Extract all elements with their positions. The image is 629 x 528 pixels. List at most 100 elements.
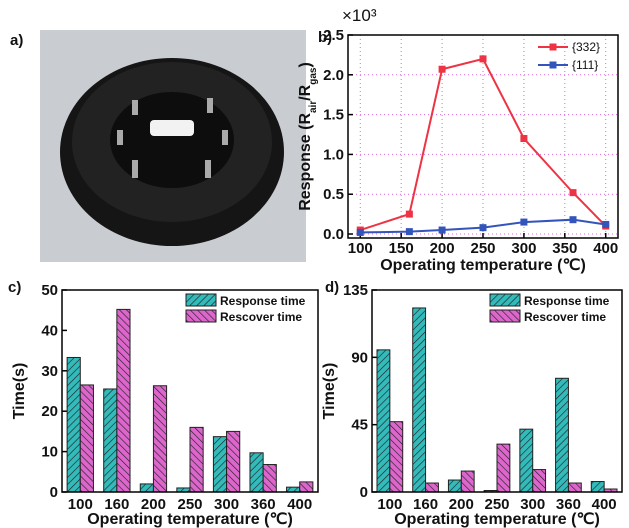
panel-label: c) xyxy=(8,279,21,296)
legend-label: {332} xyxy=(572,40,600,54)
bar xyxy=(460,470,475,493)
y-tick-label: 10 xyxy=(41,444,58,461)
bar xyxy=(532,469,547,493)
panel-label: b) xyxy=(318,29,332,46)
x-tick-label: 160 xyxy=(413,496,438,513)
legend-label: Response time xyxy=(220,294,306,308)
bar xyxy=(262,464,277,493)
x-tick-label: 200 xyxy=(449,496,474,513)
x-tick-label: 350 xyxy=(552,240,577,257)
bar xyxy=(567,482,582,493)
bar xyxy=(103,388,118,493)
point xyxy=(602,220,610,228)
legend-swatch xyxy=(489,293,521,307)
bar xyxy=(116,308,131,493)
legend-marker xyxy=(549,43,557,51)
x-tick-label: 250 xyxy=(470,240,495,257)
bar xyxy=(590,481,605,493)
bar xyxy=(189,426,204,493)
panel-label: a) xyxy=(10,32,23,49)
x-tick-label: 150 xyxy=(389,240,414,257)
y-axis-label: Time(s) xyxy=(11,363,28,420)
point xyxy=(438,65,446,73)
legend-label: Rescover time xyxy=(524,310,606,324)
bar xyxy=(299,481,314,493)
point xyxy=(479,224,487,232)
x-tick-label: 360 xyxy=(251,496,276,513)
bar xyxy=(212,436,228,493)
bar xyxy=(152,385,168,493)
y-tick-label: 135 xyxy=(343,282,368,299)
point xyxy=(438,226,446,234)
bar xyxy=(389,421,404,493)
y-tick-label: 0 xyxy=(360,484,368,501)
y-tick-label: 20 xyxy=(41,403,58,420)
point xyxy=(520,218,528,226)
bar xyxy=(447,479,462,493)
bar xyxy=(249,452,264,493)
plot-frame xyxy=(61,289,319,493)
x-tick-label: 400 xyxy=(287,496,312,513)
x-tick-label: 200 xyxy=(141,496,166,513)
point xyxy=(569,189,577,197)
x-tick-label: 200 xyxy=(430,240,455,257)
y-tick-label: 50 xyxy=(41,282,58,299)
x-tick-label: 300 xyxy=(214,496,239,513)
y-tick-label: 0.5 xyxy=(323,186,344,203)
bar xyxy=(376,349,391,493)
plot-frame xyxy=(347,34,619,239)
y-axis-label: Response (Rair/Rgas) xyxy=(297,62,319,211)
y-axis-label-part: air xyxy=(308,101,319,113)
bar xyxy=(519,428,534,493)
x-tick-label: 300 xyxy=(520,496,545,513)
legend-label: Response time xyxy=(524,294,610,308)
series-line xyxy=(359,57,607,231)
y-tick-label: 1.0 xyxy=(323,146,344,163)
y-axis-multiplier: ×10³ xyxy=(342,6,377,25)
point xyxy=(356,228,364,236)
y-axis-label-part: gas xyxy=(308,67,319,85)
x-tick-label: 100 xyxy=(68,496,93,513)
point xyxy=(479,55,487,63)
legend-label: {111} xyxy=(572,58,598,72)
y-tick-label: 40 xyxy=(41,322,58,339)
legend-swatch xyxy=(185,309,217,323)
legend-swatch xyxy=(185,293,217,307)
bar xyxy=(425,482,439,493)
x-tick-label: 100 xyxy=(377,496,402,513)
point xyxy=(520,134,528,142)
y-tick-label: 1.5 xyxy=(323,107,344,124)
x-tick-label: 300 xyxy=(511,240,536,257)
y-tick-label: 45 xyxy=(351,417,368,434)
y-axis-label-part: /R xyxy=(297,84,314,100)
y-axis-label: Time(s) xyxy=(321,363,338,420)
plot-frame xyxy=(371,289,623,493)
x-tick-label: 250 xyxy=(484,496,509,513)
point xyxy=(569,216,577,224)
y-axis-label-part: ) xyxy=(297,62,314,67)
x-axis-label: Operating temperature (℃) xyxy=(380,257,586,274)
x-tick-label: 250 xyxy=(177,496,202,513)
y-tick-label: 2.0 xyxy=(323,67,344,84)
panel-label: d) xyxy=(325,279,339,296)
legend-marker xyxy=(549,61,557,69)
legend-label: Rescover time xyxy=(220,310,302,324)
x-axis-label: Operating temperature (℃) xyxy=(394,511,600,528)
y-tick-label: 2.5 xyxy=(323,27,344,44)
x-tick-label: 400 xyxy=(593,240,618,257)
bar xyxy=(66,356,81,493)
point xyxy=(405,210,413,218)
x-tick-label: 100 xyxy=(348,240,373,257)
photo-pins xyxy=(117,98,228,178)
y-tick-label: 0 xyxy=(50,484,58,501)
photo-sensor-element xyxy=(150,120,194,136)
legend-swatch xyxy=(489,309,521,323)
x-tick-label: 400 xyxy=(592,496,617,513)
y-tick-label: 90 xyxy=(351,349,368,366)
y-axis-label-part: Response (R xyxy=(297,113,314,211)
y-tick-label: 0.0 xyxy=(323,226,344,243)
point xyxy=(405,228,413,236)
photo-sensor-well xyxy=(110,92,234,188)
x-tick-label: 360 xyxy=(556,496,581,513)
